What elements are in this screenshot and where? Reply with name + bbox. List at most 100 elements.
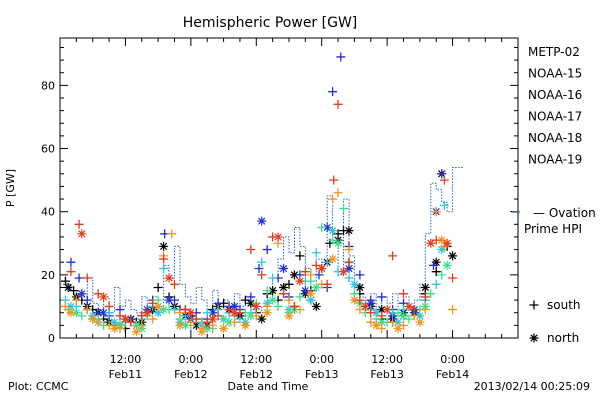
- data-point-south: [366, 308, 376, 318]
- data-point-south: [317, 222, 327, 232]
- data-point-north: [311, 301, 321, 311]
- data-point-south: [104, 301, 114, 311]
- data-point-north: [377, 317, 387, 327]
- data-point-south: [257, 270, 267, 280]
- series-noaa-19-south: [66, 99, 458, 327]
- data-point-north: [88, 314, 98, 324]
- data-point-south: [74, 273, 84, 283]
- data-point-south: [420, 292, 430, 302]
- data-point-south: [246, 292, 256, 302]
- data-point-north: [208, 308, 218, 318]
- y-tick-label: 20: [41, 269, 55, 282]
- data-point-north: [295, 276, 305, 286]
- footer-plot-credit: Plot: CCMC: [8, 380, 69, 393]
- legend-star-marker: [529, 333, 539, 343]
- data-point-north: [300, 286, 310, 296]
- data-point-north: [120, 314, 130, 324]
- legend-south-label: south: [547, 298, 581, 312]
- data-point-north: [306, 295, 316, 305]
- data-point-north: [131, 327, 141, 337]
- data-point-north: [333, 238, 343, 248]
- x-tick-date-label: Feb11: [109, 368, 142, 381]
- data-point-south: [431, 207, 441, 217]
- data-point-north: [339, 267, 349, 277]
- data-point-south: [431, 279, 441, 289]
- data-point-south: [74, 219, 84, 229]
- data-point-south: [66, 267, 76, 277]
- legend-ovation-label-line2: Prime HPI: [524, 222, 582, 236]
- data-point-north: [224, 317, 234, 327]
- data-point-north: [415, 317, 425, 327]
- data-point-south: [82, 273, 92, 283]
- data-point-south: [273, 301, 283, 311]
- data-point-north: [246, 311, 256, 321]
- data-point-south: [82, 295, 92, 305]
- data-point-north: [164, 295, 174, 305]
- data-point-north: [229, 308, 239, 318]
- legend-entry-noaa-15: NOAA-15: [528, 67, 582, 81]
- data-point-south: [254, 264, 264, 274]
- data-point-north: [77, 289, 87, 299]
- data-point-south: [428, 260, 438, 270]
- y-tick-label: 0: [48, 332, 55, 345]
- data-point-south: [333, 188, 343, 198]
- x-tick-time-label: 12:00: [240, 353, 272, 366]
- y-tick-label: 80: [41, 79, 55, 92]
- x-axis-label: Date and Time: [228, 380, 309, 393]
- data-point-north: [240, 320, 250, 330]
- data-point-south: [333, 99, 343, 109]
- x-axis: 12:00 Feb11 0:00 Feb12 12:00 Feb12 0:00 Feb13 12…: [75, 38, 519, 381]
- data-point-north: [262, 308, 272, 318]
- data-point-south: [431, 267, 441, 277]
- legend-ovation-label: — Ovation: [533, 206, 596, 220]
- data-point-north: [186, 308, 196, 318]
- data-point-north: [268, 286, 278, 296]
- data-point-south: [295, 305, 305, 315]
- data-point-north: [371, 320, 381, 330]
- data-point-south: [344, 273, 354, 283]
- data-point-north: [399, 311, 408, 321]
- data-point-south: [251, 311, 261, 321]
- data-point-south: [344, 245, 354, 255]
- data-point-north: [317, 264, 327, 274]
- data-point-north: [393, 317, 403, 327]
- data-point-north: [371, 308, 381, 318]
- data-point-north: [366, 298, 376, 308]
- data-point-south: [66, 257, 76, 267]
- data-point-south: [229, 317, 239, 327]
- data-point-south: [170, 279, 179, 289]
- data-point-south: [448, 305, 458, 315]
- data-point-south: [328, 194, 338, 204]
- data-point-north: [63, 282, 73, 292]
- x-tick-time-label: 0:00: [179, 353, 204, 366]
- data-point-south: [420, 305, 430, 315]
- data-point-south: [71, 295, 81, 305]
- data-point-north: [251, 301, 261, 311]
- y-axis-label: P [GW]: [4, 169, 17, 207]
- data-point-south: [202, 308, 212, 318]
- data-point-north: [197, 327, 207, 337]
- x-tick-date-label: Feb14: [436, 368, 469, 381]
- legend-entry-metp-02: METP-02: [528, 45, 580, 59]
- data-point-south: [295, 251, 305, 261]
- data-point-north: [393, 324, 403, 334]
- data-point-north: [257, 216, 267, 226]
- data-point-north: [431, 257, 441, 267]
- data-point-south: [388, 251, 398, 261]
- data-point-north: [360, 301, 370, 311]
- data-point-south: [268, 273, 278, 283]
- data-point-north: [344, 264, 354, 274]
- data-point-south: [377, 292, 387, 302]
- data-point-south: [355, 270, 365, 280]
- data-point-north: [153, 308, 163, 318]
- data-point-north: [99, 292, 109, 302]
- data-point-north: [191, 320, 201, 330]
- data-point-north: [273, 232, 283, 242]
- data-point-south: [186, 317, 196, 327]
- data-point-south: [82, 305, 92, 315]
- data-point-south: [344, 257, 354, 267]
- data-point-north: [306, 289, 316, 299]
- data-point-north: [66, 301, 76, 311]
- x-tick-date-label: Feb13: [305, 368, 338, 381]
- data-point-south: [289, 301, 299, 311]
